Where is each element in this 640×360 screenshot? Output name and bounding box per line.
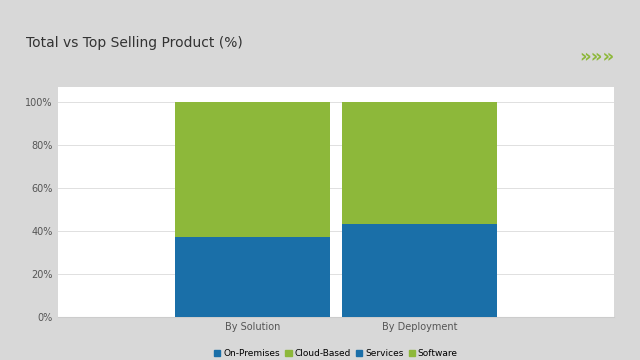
Legend: On-Premises, Cloud-Based, Services, Software: On-Premises, Cloud-Based, Services, Soft… <box>214 349 458 358</box>
Text: Total vs Top Selling Product (%): Total vs Top Selling Product (%) <box>26 36 243 50</box>
Bar <box>175 237 330 317</box>
Bar <box>175 102 330 237</box>
Bar <box>342 225 497 317</box>
Text: »»»: »»» <box>579 48 614 66</box>
Bar <box>342 102 497 225</box>
